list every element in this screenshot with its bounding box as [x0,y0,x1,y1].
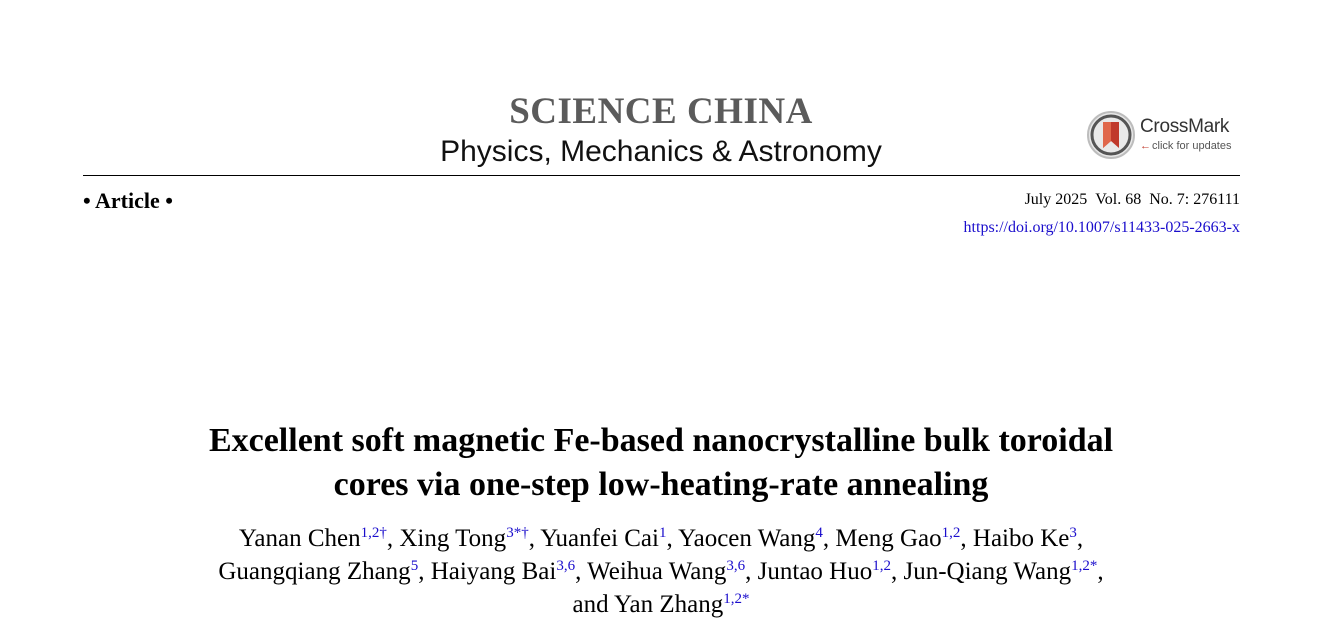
journal-title: SCIENCE CHINA [509,91,813,132]
issue-info: July 2025 Vol. 68 No. 7: 276111 [1025,190,1240,210]
author-affiliation[interactable]: 1,2* [1071,558,1098,574]
author-affiliation[interactable]: 1,2* [723,591,750,607]
crossmark-tagline-text: click for updates [1152,140,1232,152]
author-name: Juntao Huo [757,558,873,585]
author-affiliation[interactable]: 1,2 [941,525,961,541]
author-name: Yuanfei Cai [540,525,659,552]
crossmark-label: CrossMark [1140,116,1230,137]
author-affiliation[interactable]: 3,6 [556,558,576,574]
author-affiliation[interactable]: 5 [410,558,419,574]
author-name: Yaocen Wang [678,525,816,552]
back-arrow-icon: ← [1140,140,1151,152]
paper-title: Excellent soft magnetic Fe-based nanocry… [0,419,1322,507]
author-name: and Yan Zhang [572,591,724,618]
crossmark-icon [1087,111,1135,159]
paper-title-line: cores via one-step low-heating-rate anne… [333,466,989,503]
author-line: Guangqiang Zhang5, Haiyang Bai3,6, Weihu… [218,558,1104,585]
author-line: and Yan Zhang1,2* [0,588,1322,621]
author-name: Jun-Qiang Wang [903,558,1072,585]
author-line: Yanan Chen1,2†, Xing Tong3*†, Yuanfei Ca… [238,525,1084,552]
article-type-label: • Article • [83,188,173,213]
author-affiliation[interactable]: 4 [815,525,823,541]
author-affiliation[interactable]: 1 [658,525,667,541]
paper-title-line: Excellent soft magnetic Fe-based nanocry… [208,422,1114,459]
volume-number: Vol. 68 [1095,191,1142,208]
author-affiliation[interactable]: 1,2† [360,525,387,541]
journal-section: Physics, Mechanics & Astronomy [440,135,882,168]
author-name: Guangqiang Zhang [218,558,411,585]
author-affiliation[interactable]: 3*† [506,525,529,541]
author-list: Yanan Chen1,2†, Xing Tong3*†, Yuanfei Ca… [0,522,1322,621]
author-name: Meng Gao [835,525,942,552]
author-name: Haibo Ke [972,525,1070,552]
crossmark-badge[interactable]: CrossMark ←click for updates [1086,110,1246,162]
author-name: Haiyang Bai [430,558,557,585]
author-affiliation[interactable]: 1,2 [872,558,891,574]
header-divider [83,175,1240,176]
author-name: Xing Tong [399,525,507,552]
author-affiliation[interactable]: 3 [1069,525,1077,541]
author-name: Yanan Chen [238,525,361,552]
author-affiliation[interactable]: 3,6 [726,558,746,574]
crossmark-tagline: ←click for updates [1140,140,1231,152]
issue-number: No. 7: 276111 [1149,191,1240,208]
author-name: Weihua Wang [587,558,727,585]
doi-link[interactable]: https://doi.org/10.1007/s11433-025-2663-… [963,219,1240,236]
publication-date: July 2025 [1024,191,1088,208]
